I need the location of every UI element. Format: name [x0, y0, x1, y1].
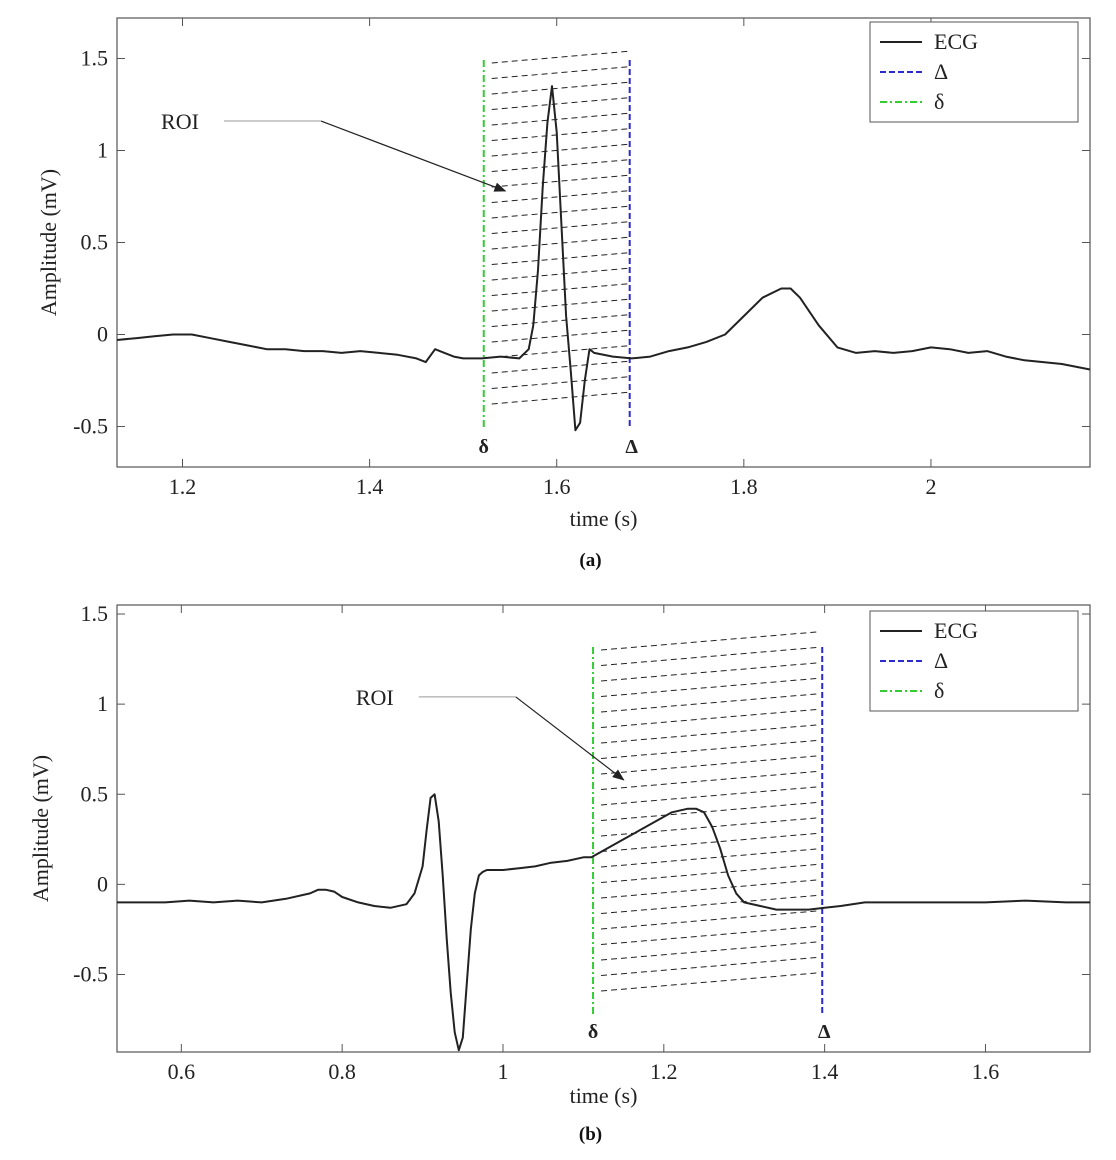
roi-hatch-line: [601, 894, 821, 914]
x-tick-label: 1.8: [730, 474, 758, 499]
roi-hatch-line: [491, 190, 628, 203]
legend-label: Δ: [934, 59, 948, 84]
roi-hatch-line: [491, 128, 628, 141]
roi-hatch-line: [491, 97, 628, 110]
x-tick-label: 1.4: [356, 474, 384, 499]
roi-hatch-line: [601, 770, 821, 790]
x-tick-label: 0.6: [168, 1059, 196, 1084]
ecg-line: [117, 793, 1090, 1052]
roi-hatch-line: [601, 724, 821, 744]
x-tick-label: 1.4: [811, 1059, 839, 1084]
delta-big-marker: Δ: [625, 436, 638, 458]
roi-hatch-line: [491, 314, 628, 327]
y-axis-label: Amplitude (mV): [36, 169, 61, 316]
x-axis-label: time (s): [570, 506, 638, 531]
y-axis-label: Amplitude (mV): [28, 755, 53, 902]
roi-hatch-line: [601, 848, 821, 868]
plot-area: [116, 604, 1091, 1053]
panel-label: (b): [579, 1124, 602, 1145]
roi-arrow: [515, 696, 625, 781]
y-tick-label: -0.5: [73, 414, 108, 439]
roi-hatch-line: [601, 677, 821, 697]
legend-label: ECG: [934, 29, 978, 54]
legend-label: δ: [934, 89, 944, 114]
ecg-line: [116, 85, 1091, 432]
roi-hatch-line: [601, 755, 821, 775]
roi-hatch-line: [491, 360, 628, 374]
roi-hatch-line: [491, 112, 628, 126]
roi-label: ROI: [161, 109, 199, 134]
delta-big-marker: Δ: [818, 1021, 831, 1043]
panel-label: (a): [579, 550, 601, 571]
roi-label: ROI: [356, 685, 394, 710]
roi-hatch-line: [491, 267, 628, 281]
x-tick-label: 2: [925, 474, 936, 499]
roi-hatch-line: [601, 941, 821, 961]
y-tick-label: 1.5: [81, 601, 109, 626]
legend-label: ECG: [934, 618, 978, 643]
roi-hatch-line: [491, 221, 628, 234]
roi-hatch-line: [601, 863, 821, 883]
roi-hatch-line: [601, 817, 821, 837]
y-tick-label: 0: [97, 322, 108, 347]
y-tick-label: 1: [97, 691, 108, 716]
legend-box: [869, 610, 1079, 712]
roi-hatch-line: [491, 391, 628, 405]
roi-hatch-line: [601, 956, 821, 976]
roi-hatch-line: [601, 972, 821, 992]
y-tick-label: 1.5: [81, 45, 109, 70]
x-axis-label: time (s): [570, 1083, 638, 1108]
roi-hatch-line: [491, 66, 628, 79]
roi-hatch-line: [491, 329, 628, 343]
roi-hatch-line: [601, 708, 821, 728]
roi-hatch: [491, 50, 628, 405]
roi-hatch-line: [601, 646, 821, 666]
legend: ECG Δδ: [869, 610, 1079, 712]
legend-label: Δ: [934, 648, 948, 673]
roi-hatch-line: [491, 50, 628, 64]
y-tick-label: 1: [97, 137, 108, 162]
x-tick-label: 1.2: [169, 474, 197, 499]
x-tick-label: 1.6: [972, 1059, 1000, 1084]
y-tick-label: 0.5: [81, 781, 109, 806]
roi-hatch-line: [491, 81, 628, 95]
y-tick-label: 0: [97, 871, 108, 896]
x-tick-label: 1.2: [650, 1059, 678, 1084]
chart-panel-a: 1.2 1.4 1.6 1.8 2 -0.5 0 0.5 1 1.5 time (s) Amplitu…: [36, 17, 1091, 571]
chart-panel-b: 0.6 0.8 1 1.2 1.4 1.6 -0.5 0 0.5 1 1.5 time (s) Ampl…: [28, 601, 1091, 1145]
roi-hatch-line: [491, 174, 628, 188]
roi-hatch: [601, 631, 821, 992]
delta-small-marker: δ: [479, 436, 489, 458]
roi-hatch-line: [601, 662, 821, 682]
legend-label: δ: [934, 678, 944, 703]
roi-hatch-line: [601, 801, 821, 821]
roi-hatch-line: [601, 879, 821, 899]
roi-hatch-line: [601, 925, 821, 945]
roi-hatch-line: [491, 376, 628, 389]
y-tick-label: 0.5: [81, 230, 109, 255]
delta-small-marker: δ: [588, 1021, 598, 1043]
legend-box: [869, 21, 1079, 123]
roi-hatch-line: [601, 739, 821, 759]
roi-hatch-line: [491, 159, 628, 172]
roi-hatch-line: [491, 283, 628, 296]
roi-arrow: [320, 120, 507, 192]
roi-hatch-line: [601, 693, 821, 713]
roi-hatch-line: [491, 345, 628, 358]
x-tick-label: 0.8: [328, 1059, 356, 1084]
roi-hatch-line: [491, 236, 628, 250]
x-tick-label: 1: [497, 1059, 508, 1084]
legend: ECG Δδ: [869, 21, 1079, 123]
x-tick-label: 1.6: [543, 474, 571, 499]
roi-hatch-line: [601, 832, 821, 852]
roi-hatch-line: [601, 786, 821, 806]
y-tick-label: -0.5: [73, 961, 108, 986]
roi-hatch-line: [491, 298, 628, 312]
roi-hatch-line: [491, 143, 628, 157]
roi-hatch-line: [491, 205, 628, 219]
roi-hatch-line: [491, 252, 628, 265]
roi-hatch-line: [601, 631, 821, 651]
roi-hatch-line: [601, 910, 821, 930]
